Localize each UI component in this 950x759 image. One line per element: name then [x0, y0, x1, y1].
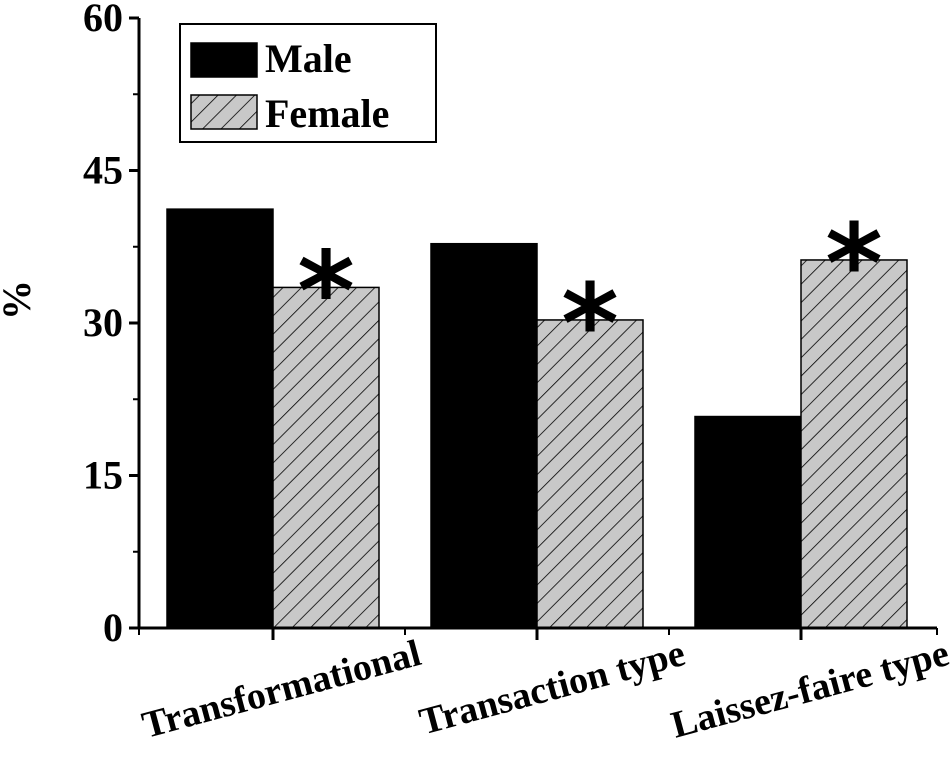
legend-swatch-male — [190, 42, 258, 78]
bar-female-2 — [800, 259, 908, 629]
bar-male-0 — [166, 208, 274, 629]
y-tick-label: 0 — [103, 605, 123, 650]
bars-layer: * * * — [166, 200, 908, 629]
bar-female-1 — [536, 319, 644, 629]
legend-swatch-female — [190, 94, 258, 130]
y-axis-label: % — [0, 280, 39, 320]
x-tick-label: Laissez-faire type — [667, 632, 950, 746]
significance-star: * — [825, 200, 883, 328]
legend-label-male: Male — [265, 36, 352, 81]
x-tick-label: Transformational — [138, 632, 426, 747]
legend-label-female: Female — [265, 91, 389, 136]
y-tick-label: 45 — [83, 148, 123, 193]
y-tick-label: 60 — [83, 0, 123, 40]
legend: Male Female — [179, 23, 437, 143]
y-tick-label: 30 — [83, 300, 123, 345]
bar-female-0 — [272, 286, 380, 629]
y-ticks: 0 15 30 45 60 — [83, 0, 139, 650]
significance-star: * — [297, 227, 355, 355]
x-tick-label: Transaction type — [415, 632, 689, 743]
significance-star: * — [561, 260, 619, 388]
bar-male-2 — [694, 415, 802, 629]
y-tick-label: 15 — [83, 453, 123, 498]
bar-male-1 — [430, 242, 538, 629]
